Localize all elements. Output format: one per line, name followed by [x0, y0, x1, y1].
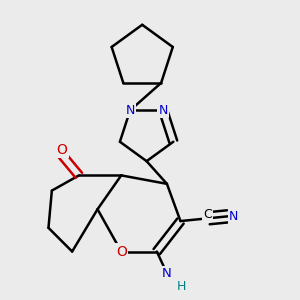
- Text: H: H: [177, 280, 186, 293]
- Text: N: N: [229, 210, 238, 223]
- Text: C: C: [203, 208, 212, 221]
- Text: O: O: [116, 244, 127, 259]
- Text: N: N: [125, 104, 135, 117]
- Text: O: O: [57, 143, 68, 157]
- Text: N: N: [162, 267, 172, 280]
- Text: N: N: [158, 104, 168, 117]
